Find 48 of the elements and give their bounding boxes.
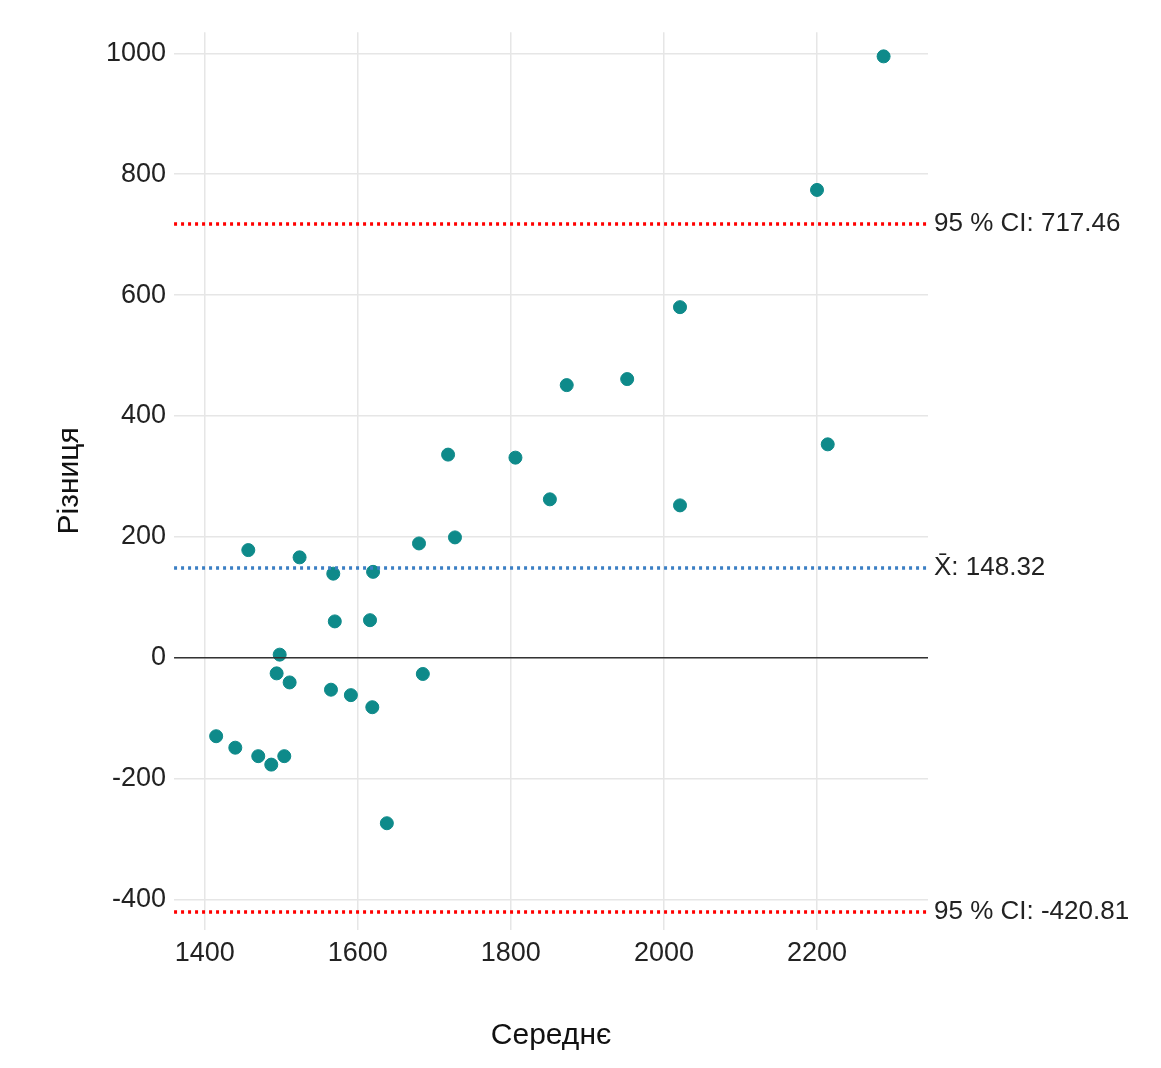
x-axis-title: Середнє <box>490 1017 612 1051</box>
point <box>673 498 688 513</box>
point <box>272 647 287 662</box>
y-axis-title: Різниця <box>51 427 85 535</box>
point <box>282 675 297 690</box>
point <box>251 749 266 764</box>
point <box>447 530 462 545</box>
point <box>820 437 835 452</box>
point <box>343 688 358 703</box>
x-tick-label: 2200 <box>786 937 848 968</box>
point <box>365 700 380 715</box>
point <box>415 666 430 681</box>
point <box>277 749 292 764</box>
ref-line-label: 95 % CI: 717.46 <box>934 207 1121 238</box>
x-tick-label: 1600 <box>327 937 388 968</box>
y-tick-label: 200 <box>121 520 167 551</box>
point <box>620 372 635 387</box>
point <box>412 536 426 551</box>
point <box>508 450 523 465</box>
point <box>559 378 574 393</box>
point <box>241 543 256 558</box>
y-tick-label: 0 <box>151 641 167 672</box>
point <box>228 740 243 755</box>
ref-line-label: X̄: 148.32 <box>934 551 1046 582</box>
x-tick-label: 1800 <box>480 937 541 968</box>
point <box>292 550 307 565</box>
y-tick-label: 1000 <box>105 36 167 67</box>
point <box>673 300 688 315</box>
point <box>441 447 456 462</box>
point <box>264 757 279 772</box>
y-tick-label: 800 <box>121 157 167 188</box>
x-tick-label: 1400 <box>174 937 235 968</box>
point <box>379 816 394 831</box>
ref-line-label: 95 % CI: -420.81 <box>934 895 1130 926</box>
point <box>326 566 341 581</box>
y-tick-label: -200 <box>112 761 167 792</box>
y-tick-label: 400 <box>121 399 167 430</box>
point <box>810 182 825 197</box>
point <box>542 492 557 507</box>
point <box>323 682 338 697</box>
point <box>876 49 891 64</box>
point <box>269 666 284 681</box>
point <box>209 729 224 744</box>
point <box>363 613 378 628</box>
y-tick-label: -400 <box>112 882 167 913</box>
x-tick-label: 2000 <box>633 937 694 968</box>
point <box>327 614 342 629</box>
y-tick-label: 600 <box>121 278 167 309</box>
